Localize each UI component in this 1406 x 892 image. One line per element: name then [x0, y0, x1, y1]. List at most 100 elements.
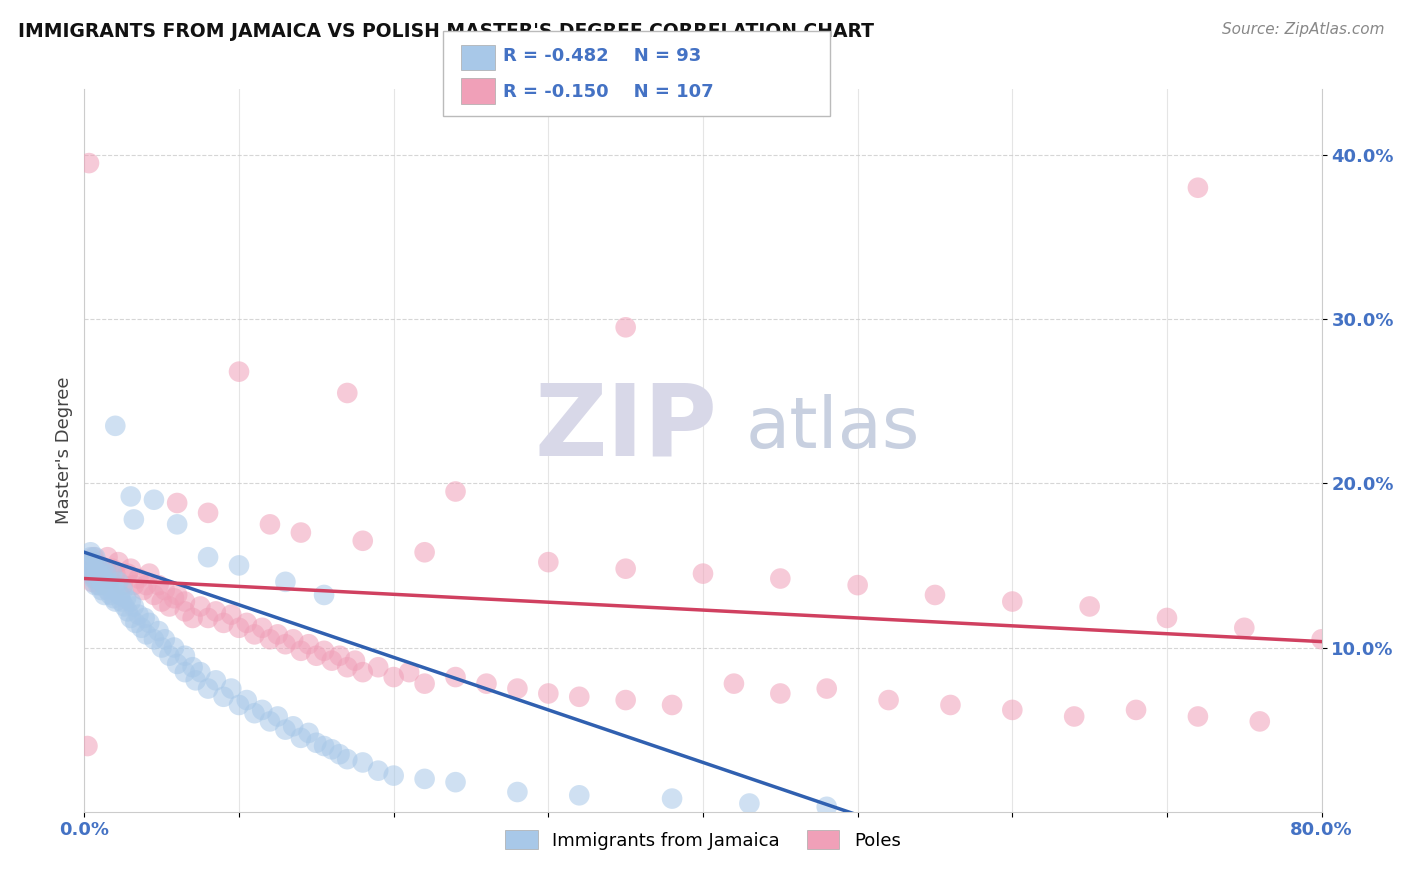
Point — [174, 594, 197, 608]
Point — [219, 681, 242, 696]
Point — [243, 706, 266, 721]
Point — [163, 591, 186, 606]
Point — [1187, 709, 1209, 723]
Point — [228, 365, 250, 379]
Point — [101, 562, 124, 576]
Point — [259, 632, 281, 647]
Point — [328, 648, 352, 663]
Point — [101, 566, 124, 581]
Point — [297, 726, 319, 740]
Point — [134, 611, 156, 625]
Point — [1001, 703, 1024, 717]
Point — [107, 555, 129, 569]
Point — [413, 545, 436, 559]
Point — [250, 621, 273, 635]
Point — [188, 599, 211, 614]
Point — [181, 660, 204, 674]
Point — [91, 566, 114, 581]
Point — [143, 588, 166, 602]
Point — [150, 594, 173, 608]
Point — [312, 739, 335, 753]
Point — [367, 660, 389, 674]
Point — [769, 572, 792, 586]
Point — [181, 611, 204, 625]
Point — [250, 703, 273, 717]
Point — [290, 525, 312, 540]
Point — [723, 676, 745, 690]
Point — [138, 566, 160, 581]
Point — [79, 562, 101, 576]
Point — [112, 582, 135, 597]
Point — [1125, 703, 1147, 717]
Point — [120, 594, 142, 608]
Point — [153, 632, 176, 647]
Point — [84, 555, 107, 569]
Point — [267, 709, 290, 723]
Point — [228, 558, 250, 573]
Point — [312, 588, 335, 602]
Point — [661, 698, 683, 712]
Point — [475, 676, 498, 690]
Point — [138, 615, 160, 630]
Point — [120, 611, 142, 625]
Point — [568, 690, 591, 704]
Point — [90, 582, 112, 597]
Point — [98, 572, 121, 586]
Point — [188, 665, 211, 680]
Point — [769, 686, 792, 700]
Point — [127, 572, 149, 586]
Point — [96, 550, 118, 565]
Point — [76, 558, 98, 573]
Point — [166, 588, 188, 602]
Point — [939, 698, 962, 712]
Y-axis label: Master's Degree: Master's Degree — [55, 376, 73, 524]
Point — [90, 574, 112, 589]
Point — [131, 621, 153, 635]
Point — [93, 578, 115, 592]
Text: ZIP: ZIP — [534, 380, 717, 476]
Point — [352, 665, 374, 680]
Point — [184, 673, 207, 688]
Point — [506, 681, 529, 696]
Point — [174, 648, 197, 663]
Point — [77, 566, 100, 581]
Point — [87, 572, 110, 586]
Point — [122, 599, 145, 614]
Point — [104, 582, 127, 597]
Point — [166, 496, 188, 510]
Point — [135, 578, 157, 592]
Point — [76, 739, 98, 753]
Point — [143, 632, 166, 647]
Point — [614, 320, 637, 334]
Point — [93, 588, 115, 602]
Point — [84, 578, 107, 592]
Point — [114, 599, 136, 614]
Point — [336, 660, 359, 674]
Point — [537, 686, 560, 700]
Point — [228, 698, 250, 712]
Point — [815, 799, 838, 814]
Point — [692, 566, 714, 581]
Point — [274, 723, 297, 737]
Point — [122, 512, 145, 526]
Point — [274, 637, 297, 651]
Point — [1187, 180, 1209, 194]
Point — [877, 693, 900, 707]
Point — [235, 693, 259, 707]
Point — [84, 572, 107, 586]
Point — [135, 627, 157, 641]
Point — [1310, 632, 1333, 647]
Point — [83, 550, 105, 565]
Point — [143, 492, 166, 507]
Point — [367, 764, 389, 778]
Point — [83, 562, 105, 576]
Point — [96, 574, 118, 589]
Point — [120, 490, 142, 504]
Point — [117, 604, 139, 618]
Point — [104, 566, 127, 581]
Point — [87, 566, 110, 581]
Point — [205, 604, 228, 618]
Point — [77, 562, 100, 576]
Point — [107, 574, 129, 589]
Point — [290, 731, 312, 745]
